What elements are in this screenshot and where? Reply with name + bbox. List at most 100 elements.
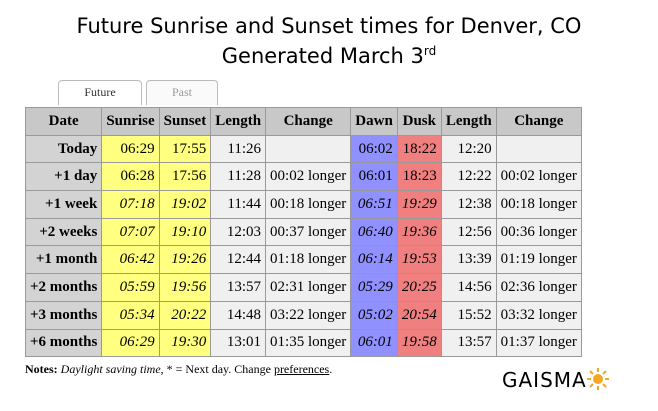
cell: 01:35 longer xyxy=(265,328,352,358)
title: Future Sunrise and Sunset times for Denv… xyxy=(76,14,582,38)
cell: 05:59 xyxy=(101,273,160,302)
cell: 00:18 longer xyxy=(495,190,582,219)
cell: 14:48 xyxy=(210,300,267,330)
cell: 13:57 xyxy=(210,273,267,302)
column-header: Sunrise xyxy=(101,107,160,136)
cell: 19:30 xyxy=(158,328,212,358)
cell xyxy=(265,134,352,164)
cell: 19:53 xyxy=(396,245,442,275)
subtitle: Generated March 3rd xyxy=(0,44,658,68)
cell: +1 week xyxy=(24,190,103,219)
row: +3 months 05:34 20:22 14:48 03:22 longer 05:0… xyxy=(24,300,582,330)
cell: 15:52 xyxy=(440,300,497,330)
cell: 19:29 xyxy=(396,190,442,219)
cell: 06:40 xyxy=(350,217,398,247)
cell xyxy=(495,134,582,164)
column-header: Length xyxy=(210,107,267,136)
subtitle-text: Generated March 3 xyxy=(221,44,424,68)
cell: +2 weeks xyxy=(24,217,103,247)
cell: 19:56 xyxy=(158,273,212,302)
row: +1 month 06:42 19:26 12:44 01:18 longer 06:14… xyxy=(24,245,582,275)
notes-label: Notes: xyxy=(25,362,58,376)
row: +1 week 07:18 19:02 11:44 00:18 longer 06:51 1… xyxy=(24,190,582,219)
notes-italic: Daylight saving time xyxy=(60,362,161,376)
row: +2 weeks 07:07 19:10 12:03 00:37 longer 06:40… xyxy=(24,217,582,247)
cell: 11:44 xyxy=(210,190,267,219)
cell: 13:01 xyxy=(210,328,267,358)
cell: 06:01 xyxy=(350,328,398,358)
row: +1 day 06:28 17:56 11:28 00:02 longer 06:01 18… xyxy=(24,162,582,192)
cell: 06:14 xyxy=(350,245,398,275)
cell: 00:37 longer xyxy=(265,217,352,247)
logo-text: GAISMA xyxy=(502,368,587,392)
logo: GAISMA xyxy=(502,368,609,392)
cell: 18:22 xyxy=(396,134,442,164)
cell: 03:22 longer xyxy=(265,300,352,330)
cell: 05:34 xyxy=(101,300,160,330)
notes-end: . xyxy=(329,362,333,376)
cell: 00:36 longer xyxy=(495,217,582,247)
cell: 07:18 xyxy=(101,190,160,219)
cell: 12:38 xyxy=(440,190,497,219)
column-header: Change xyxy=(495,107,582,136)
cell: 01:19 longer xyxy=(495,245,582,275)
cell: 12:03 xyxy=(210,217,267,247)
cell: 06:28 xyxy=(101,162,160,192)
cell: 18:23 xyxy=(396,162,442,192)
column-header: Dusk xyxy=(396,107,442,136)
preferences-link[interactable]: preferences xyxy=(273,362,330,376)
cell: 19:10 xyxy=(158,217,212,247)
cell: 00:18 longer xyxy=(265,190,352,219)
notes-text: , * = Next day. Change xyxy=(160,362,274,376)
row: Today 06:29 17:55 11:26 06:02 18:22 12:20 xyxy=(24,134,582,164)
column-header: Change xyxy=(265,107,352,136)
cell: 20:22 xyxy=(158,300,212,330)
row: +6 months 06:29 19:30 13:01 01:35 longer 06:0… xyxy=(24,328,582,358)
cell: 03:32 longer xyxy=(495,300,582,330)
cell: 20:54 xyxy=(396,300,442,330)
cell: 17:55 xyxy=(158,134,212,164)
tab-past[interactable]: Past xyxy=(146,80,218,105)
cell: 06:42 xyxy=(101,245,160,275)
cell: 02:31 longer xyxy=(265,273,352,302)
cell: +1 day xyxy=(24,162,103,192)
cell: 01:18 longer xyxy=(265,245,352,275)
cell: 17:56 xyxy=(158,162,212,192)
cell: +6 months xyxy=(24,328,103,358)
row: +2 months 05:59 19:56 13:57 02:31 longer 05:2… xyxy=(24,273,582,302)
column-header: Dawn xyxy=(350,107,398,136)
cell: 20:25 xyxy=(396,273,442,302)
cell: 00:02 longer xyxy=(495,162,582,192)
cell: 05:02 xyxy=(350,300,398,330)
cell: 14:56 xyxy=(440,273,497,302)
cell: 06:51 xyxy=(350,190,398,219)
cell: 19:26 xyxy=(158,245,212,275)
cell: 06:02 xyxy=(350,134,398,164)
cell: 19:58 xyxy=(396,328,442,358)
cell: 11:26 xyxy=(210,134,267,164)
cell: +1 month xyxy=(24,245,103,275)
cell: +2 months xyxy=(24,273,103,302)
cell: 07:07 xyxy=(101,217,160,247)
cell: 06:29 xyxy=(101,328,160,358)
logo-sun xyxy=(586,368,609,390)
cell: 19:02 xyxy=(158,190,212,219)
subtitle-sup: rd xyxy=(423,44,437,58)
cell: 00:02 longer xyxy=(265,162,352,192)
cell: Today xyxy=(24,134,103,164)
cell: 11:28 xyxy=(210,162,267,192)
cell: 06:29 xyxy=(101,134,160,164)
tab-future[interactable]: Future xyxy=(58,80,142,105)
times-table: Date Sunrise Sunset Length Change Dawn Dusk Len… xyxy=(24,107,582,358)
cell: 13:57 xyxy=(440,328,497,358)
cell: 19:36 xyxy=(396,217,442,247)
cell: 13:39 xyxy=(440,245,497,275)
column-header: Date xyxy=(24,107,103,136)
notes: Notes: Daylight saving time, * = Next da… xyxy=(25,362,332,377)
cell: 12:22 xyxy=(440,162,497,192)
cell: 12:44 xyxy=(210,245,267,275)
cell: 02:36 longer xyxy=(495,273,582,302)
cell: 06:01 xyxy=(350,162,398,192)
cell: 12:20 xyxy=(440,134,497,164)
